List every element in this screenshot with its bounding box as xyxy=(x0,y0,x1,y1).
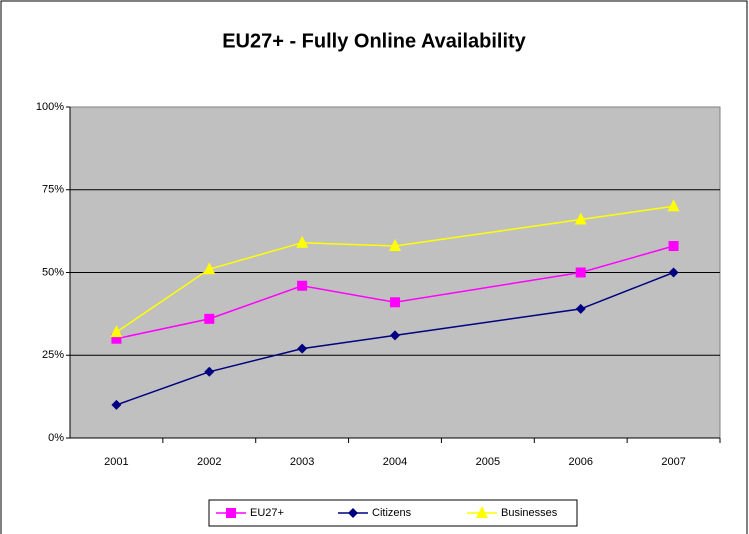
y-tick-label: 50% xyxy=(42,266,64,278)
x-tick-label: 2002 xyxy=(197,456,221,468)
marker xyxy=(204,366,215,377)
x-tick-label: 2006 xyxy=(568,456,592,468)
x-tick-label: 2003 xyxy=(290,456,314,468)
marker xyxy=(111,399,122,410)
series-line xyxy=(116,205,674,333)
marker xyxy=(296,235,309,248)
marker xyxy=(226,508,236,518)
marker xyxy=(574,212,587,225)
marker xyxy=(297,280,308,291)
marker xyxy=(203,262,216,275)
chart-title: EU27+ - Fully Online Availability xyxy=(222,30,526,52)
marker xyxy=(668,241,679,252)
marker xyxy=(297,343,308,354)
legend-label: Businesses xyxy=(501,507,558,519)
marker xyxy=(476,506,488,518)
legend-box xyxy=(208,499,578,527)
x-tick-label: 2005 xyxy=(476,456,500,468)
marker xyxy=(110,325,123,338)
legend-label: Citizens xyxy=(372,507,412,519)
marker xyxy=(389,239,401,252)
marker xyxy=(667,199,680,212)
marker xyxy=(348,508,358,518)
marker xyxy=(111,333,122,344)
marker xyxy=(575,303,586,314)
marker xyxy=(575,267,586,278)
series-line xyxy=(116,271,674,406)
marker xyxy=(668,267,679,278)
y-tick-label: 0% xyxy=(48,432,64,444)
x-tick-label: 2004 xyxy=(383,456,407,468)
series-line xyxy=(116,245,674,340)
marker xyxy=(204,313,215,324)
x-tick-label: 2001 xyxy=(104,456,128,468)
x-tick-label: 2007 xyxy=(661,456,685,468)
y-tick-label: 25% xyxy=(42,349,64,361)
y-tick-label: 100% xyxy=(36,101,64,113)
legend-label: EU27+ xyxy=(250,507,284,519)
y-tick-label: 75% xyxy=(42,184,64,196)
marker xyxy=(390,297,400,308)
marker xyxy=(390,330,400,341)
